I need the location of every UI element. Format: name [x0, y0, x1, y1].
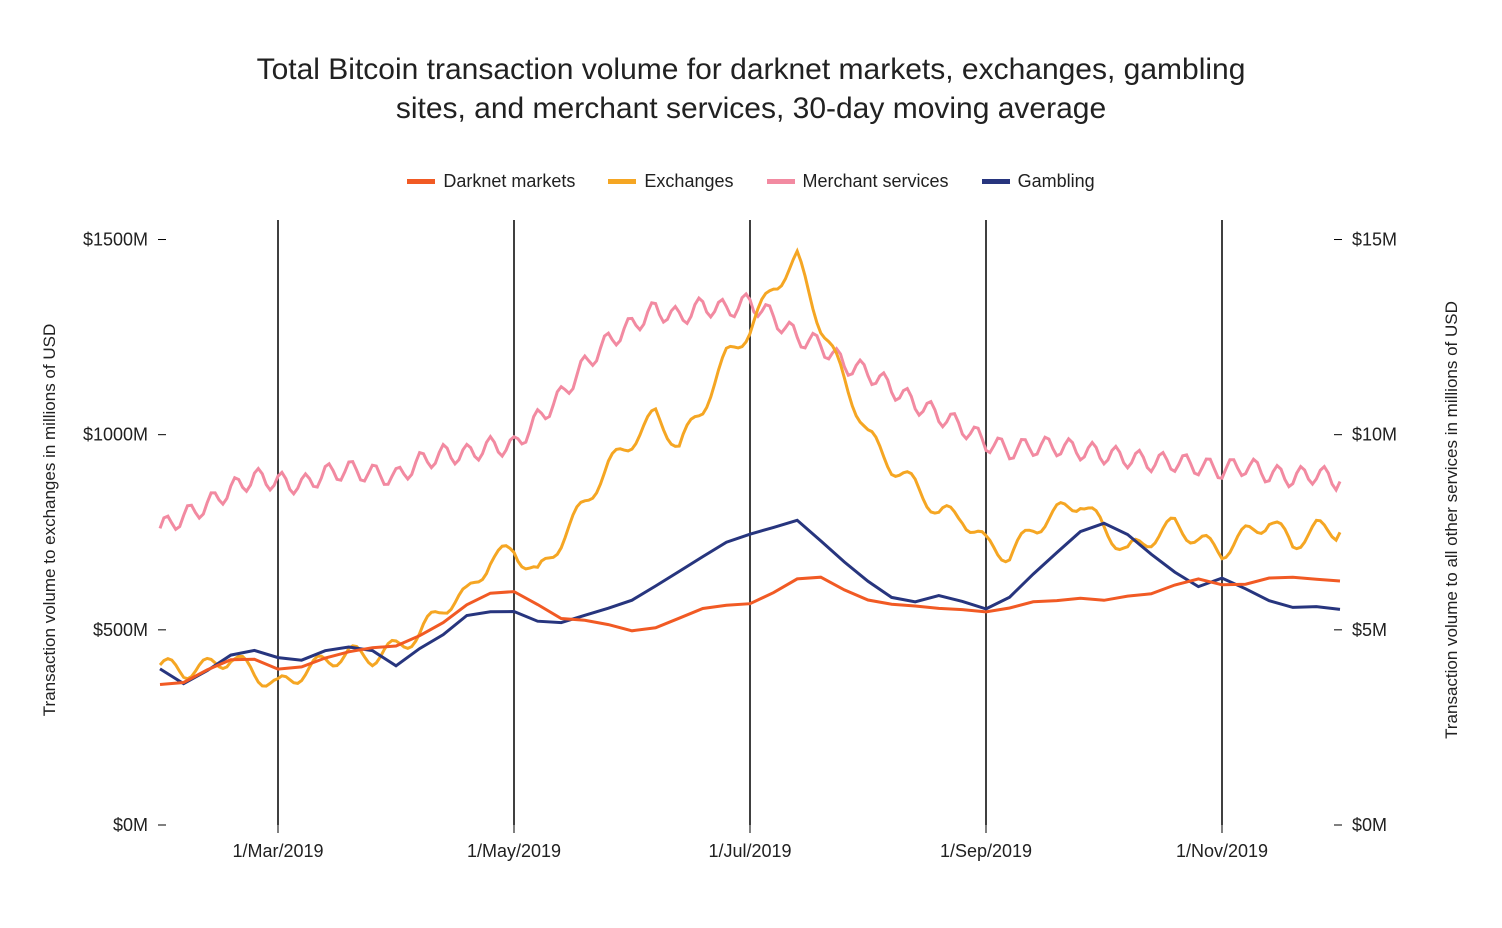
title-line-1: Total Bitcoin transaction volume for dar…: [257, 53, 1246, 86]
legend-item-merchant: Merchant services: [767, 171, 949, 192]
x-tick-label: 1/Jul/2019: [708, 841, 791, 861]
y-axis-right-label: Transaction volume to all other services…: [1442, 301, 1462, 739]
y-right-tick-label: $10M: [1352, 425, 1397, 445]
legend-swatch-gambling: [982, 179, 1010, 184]
legend-item-gambling: Gambling: [982, 171, 1095, 192]
title-line-2: sites, and merchant services, 30-day mov…: [396, 92, 1106, 125]
legend-label-darknet: Darknet markets: [443, 171, 575, 192]
y-right-tick-label: $5M: [1352, 620, 1387, 640]
y-right-tick-label: $15M: [1352, 230, 1397, 250]
x-tick-label: 1/Sep/2019: [940, 841, 1032, 861]
x-tick-label: 1/Mar/2019: [232, 841, 323, 861]
legend-label-merchant: Merchant services: [803, 171, 949, 192]
plot-svg: $0M$500M$1000M$1500M$0M$5M$10M$15M1/Mar/…: [160, 220, 1340, 880]
legend-swatch-darknet: [407, 179, 435, 184]
chart-container: Total Bitcoin transaction volume for dar…: [0, 0, 1502, 928]
chart-title: Total Bitcoin transaction volume for dar…: [0, 50, 1502, 128]
y-left-tick-label: $0M: [113, 815, 148, 835]
legend-item-darknet: Darknet markets: [407, 171, 575, 192]
legend-swatch-merchant: [767, 179, 795, 184]
y-left-tick-label: $1500M: [83, 230, 148, 250]
x-tick-label: 1/Nov/2019: [1176, 841, 1268, 861]
y-right-tick-label: $0M: [1352, 815, 1387, 835]
chart-legend: Darknet markets Exchanges Merchant servi…: [0, 168, 1502, 192]
x-tick-label: 1/May/2019: [467, 841, 561, 861]
y-axis-left-label: Transaction volume to exchanges in milli…: [40, 324, 60, 716]
y-left-tick-label: $500M: [93, 620, 148, 640]
y-left-tick-label: $1000M: [83, 425, 148, 445]
legend-item-exchanges: Exchanges: [608, 171, 733, 192]
legend-swatch-exchanges: [608, 179, 636, 184]
plot-area: $0M$500M$1000M$1500M$0M$5M$10M$15M1/Mar/…: [160, 220, 1340, 825]
legend-label-gambling: Gambling: [1018, 171, 1095, 192]
legend-label-exchanges: Exchanges: [644, 171, 733, 192]
